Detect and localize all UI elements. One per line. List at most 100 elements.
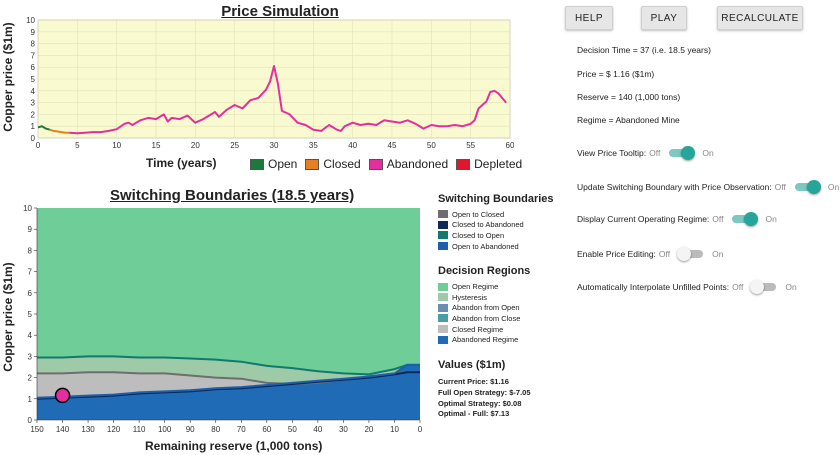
price-chart-title: Price Simulation	[221, 3, 339, 20]
toggle-label: Update Switching Boundary with Price Obs…	[577, 182, 772, 192]
closed-regime-area	[37, 364, 420, 398]
boundary-x-tick: 110	[133, 425, 146, 434]
toggle-row: Enable Price Editing: Off On	[577, 247, 726, 261]
toggle-switch[interactable]	[750, 280, 778, 294]
price-y-tick: 5	[31, 75, 36, 84]
region-legend-label: Hysteresis	[452, 292, 488, 302]
toggle-switch[interactable]	[793, 180, 821, 194]
price-y-tick: 9	[31, 28, 36, 37]
toggle-off-label: Off	[712, 214, 724, 224]
price-x-tick: 10	[112, 141, 121, 150]
toggle-row: View Price Tooltip: Off On	[577, 146, 717, 160]
legend-depleted: Depleted	[456, 157, 522, 171]
price-legend: Open Closed Abandoned Depleted	[250, 157, 522, 171]
price-chart-ylabel: Copper price ($1m)	[1, 22, 15, 132]
regime-text: Regime = Abandoned Mine	[577, 115, 680, 125]
region-legend-label: Open Regime	[452, 282, 499, 292]
price-y-tick: 1	[31, 122, 36, 131]
toggle-row: Display Current Operating Regime: Off On	[577, 212, 780, 226]
toggle-switch[interactable]	[677, 247, 705, 261]
region-legend-label: Abandon from Close	[452, 313, 521, 323]
boundary-x-tick: 10	[390, 425, 399, 434]
boundary-x-tick: 40	[313, 425, 322, 434]
boundary-x-tick: 70	[237, 425, 246, 434]
boundary-x-tick: 90	[186, 425, 195, 434]
toggle-off-label: Off	[732, 282, 744, 292]
boundary-x-tick: 60	[262, 425, 271, 434]
boundary-y-tick: 3	[28, 352, 33, 361]
boundary-x-tick: 0	[418, 425, 423, 434]
hysteresis-area	[37, 356, 420, 384]
price-x-tick: 60	[506, 141, 514, 150]
price-x-tick: 40	[348, 141, 357, 150]
region-legend-swatch	[438, 325, 448, 334]
decision-time-text: Decision Time = 37 (i.e. 18.5 years)	[577, 45, 711, 55]
region-legend-swatch	[438, 282, 448, 291]
toggle-row: Automatically Interpolate Unfilled Point…	[577, 280, 800, 294]
price-y-tick: 6	[31, 63, 36, 72]
toggle-switch[interactable]	[730, 212, 759, 226]
boundary-legend-swatch	[438, 231, 448, 240]
price-y-tick: 3	[31, 99, 36, 108]
boundary-x-tick: 80	[211, 425, 220, 434]
boundary-x-tick: 30	[339, 425, 348, 434]
price-x-tick: 35	[309, 141, 318, 150]
value-line: Optimal Strategy: $0.08	[438, 398, 522, 408]
price-x-tick: 5	[75, 141, 80, 150]
play-button[interactable]: PLAY	[641, 6, 687, 30]
help-button[interactable]: HELP	[565, 6, 613, 30]
toggle-row: Update Switching Boundary with Price Obs…	[577, 180, 840, 194]
open-regime-area	[37, 208, 420, 375]
current-point-marker[interactable]	[54, 387, 71, 404]
toggle-label: Enable Price Editing:	[577, 249, 656, 259]
boundary-y-tick: 10	[23, 204, 32, 213]
boundary-legend-label: Closed to Abandoned	[452, 220, 524, 230]
boundary-x-tick: 20	[364, 425, 373, 434]
region-legend-item: Closed Regime	[438, 324, 568, 335]
recalculate-button[interactable]: RECALCULATE	[717, 6, 803, 30]
price-x-tick: 25	[230, 141, 239, 150]
price-y-tick: 0	[31, 134, 36, 143]
boundary-y-tick: 6	[28, 289, 33, 298]
boundary-x-tick: 50	[288, 425, 297, 434]
boundary-chart-title: Switching Boundaries (18.5 years)	[110, 187, 355, 204]
boundary-x-tick: 100	[158, 425, 172, 434]
price-series-closed	[49, 128, 70, 134]
region-legend-item: Hysteresis	[438, 292, 568, 303]
toggle-label: View Price Tooltip:	[577, 148, 647, 158]
price-y-tick: 10	[26, 16, 35, 25]
toggle-off-label: Off	[658, 249, 671, 259]
boundary-legend-swatch	[438, 220, 448, 229]
price-x-tick: 50	[427, 141, 436, 150]
boundary-chart-ylabel: Copper price ($1m)	[1, 262, 15, 372]
legend-abandoned: Abandoned	[368, 157, 448, 171]
price-y-tick: 4	[31, 87, 36, 96]
boundary-x-tick: 150	[30, 425, 44, 434]
values-title: Values ($1m)	[438, 358, 506, 371]
boundary-legend-item: Open to Closed	[438, 209, 568, 220]
price-series-open	[37, 125, 51, 131]
region-legend-swatch	[438, 335, 448, 344]
region-legend-swatch	[438, 293, 448, 302]
price-series-abandoned	[69, 65, 507, 135]
boundary-closed-to-abandoned	[36, 371, 420, 400]
boundary-y-tick: 8	[28, 246, 33, 255]
boundary-legend-item: Closed to Open	[438, 230, 568, 241]
toggle-on-label: On	[712, 249, 724, 259]
boundary-legend-item: Closed to Abandoned	[438, 220, 568, 231]
toggle-on-label: On	[785, 282, 797, 292]
boundary-legend-swatch	[438, 242, 448, 251]
boundary-y-tick: 5	[28, 310, 33, 319]
region-legend-swatch	[438, 314, 448, 323]
legend-closed: Closed	[305, 157, 361, 171]
boundary-chart-xlabel: Remaining reserve (1,000 tons)	[145, 439, 323, 453]
price-y-tick: 8	[31, 40, 36, 49]
boundary-legend-item: Open to Abandoned	[438, 241, 568, 252]
boundary-x-tick: 140	[56, 425, 70, 434]
price-text: Price = $ 1.16 ($1m)	[577, 69, 655, 79]
price-x-tick: 45	[388, 141, 397, 150]
boundary-legend-label: Open to Closed	[452, 209, 505, 219]
toggle-switch[interactable]	[667, 146, 696, 160]
